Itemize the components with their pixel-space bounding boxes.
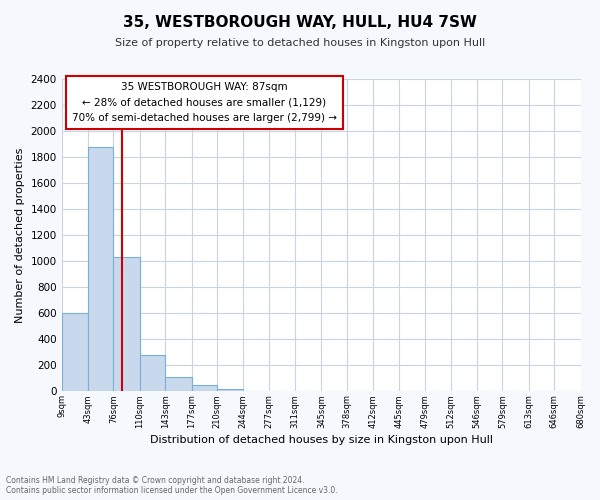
Bar [62,313,88,392]
Y-axis label: Number of detached properties: Number of detached properties [15,148,25,323]
Text: Size of property relative to detached houses in Kingston upon Hull: Size of property relative to detached ho… [115,38,485,48]
Bar [165,377,191,392]
X-axis label: Distribution of detached houses by size in Kingston upon Hull: Distribution of detached houses by size … [149,435,493,445]
Text: 35, WESTBOROUGH WAY, HULL, HU4 7SW: 35, WESTBOROUGH WAY, HULL, HU4 7SW [123,15,477,30]
Bar [191,386,217,392]
Text: 35 WESTBOROUGH WAY: 87sqm
← 28% of detached houses are smaller (1,129)
70% of se: 35 WESTBOROUGH WAY: 87sqm ← 28% of detac… [72,82,337,123]
Bar [113,258,140,392]
Bar [88,146,113,392]
Bar [140,355,165,392]
Bar [217,388,244,392]
Text: Contains HM Land Registry data © Crown copyright and database right 2024.
Contai: Contains HM Land Registry data © Crown c… [6,476,338,495]
